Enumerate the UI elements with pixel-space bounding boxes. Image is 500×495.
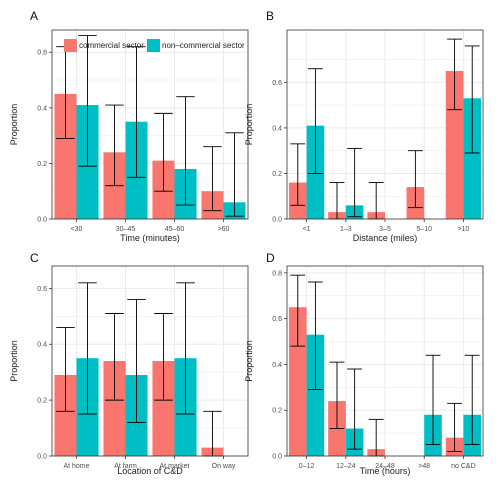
- y-tick-label: 0.0: [37, 454, 47, 461]
- x-tick-label: 5–10: [416, 226, 432, 233]
- y-tick-label: 0.4: [37, 105, 47, 112]
- x-axis-title: Time (hours): [360, 466, 411, 476]
- error-bar: [127, 46, 146, 178]
- x-tick-label: >10: [457, 226, 469, 233]
- panel-b: 0.0 0.2 0.4 0.6 <1 1–3 3–5 5–10 >10 Distance (mil…: [244, 9, 484, 243]
- error-bar: [464, 354, 480, 446]
- x-tick-label: 0–12: [299, 463, 315, 470]
- error-bar: [347, 368, 363, 450]
- x-axis-title: Location of C&D: [117, 466, 183, 476]
- y-axis-title: Proportion: [9, 104, 19, 146]
- error-bar: [154, 313, 173, 401]
- x-tick-label: At farm: [114, 463, 137, 470]
- panel-a: 0.0 0.2 0.4 0.6 <30 30–45 45–60 >60 Time (minute…: [9, 9, 249, 243]
- error-bar: [447, 38, 462, 111]
- x-tick-label: At home: [63, 463, 89, 470]
- y-tick-label: 0.2: [272, 408, 282, 415]
- error-bar: [447, 402, 462, 452]
- y-tick-label: 0.2: [37, 161, 47, 168]
- error-bar: [464, 45, 480, 154]
- bar: [445, 70, 464, 220]
- panel-d: 0.0 0.2 0.4 0.6 0.8 0–12 12–24 24–48 >48 no C&D Ti…: [244, 251, 484, 476]
- error-bar: [154, 112, 173, 192]
- x-axis-title: Time (minutes): [120, 233, 180, 243]
- y-tick-label: 0.0: [272, 217, 282, 224]
- x-tick-label: <1: [303, 226, 311, 233]
- y-tick-label: 0.6: [272, 316, 282, 323]
- y-tick-label: 0.2: [37, 398, 47, 405]
- error-bar: [127, 299, 146, 423]
- bar: [288, 307, 307, 456]
- y-tick-label: 0.6: [37, 286, 47, 293]
- x-tick-label: no C&D: [451, 463, 476, 470]
- panel-tag: D: [266, 251, 275, 265]
- y-tick-label: 0.4: [272, 125, 282, 132]
- bar: [54, 93, 77, 219]
- x-tick-label: 1–3: [340, 226, 352, 233]
- error-bar: [56, 327, 75, 412]
- y-tick-label: 0.6: [272, 80, 282, 87]
- bar: [152, 361, 175, 456]
- error-bar: [78, 282, 97, 415]
- bar: [103, 361, 126, 456]
- y-axis-title: Proportion: [9, 340, 19, 382]
- error-bar: [105, 104, 124, 187]
- x-tick-label: 12–24: [336, 463, 356, 470]
- legend-key: [64, 39, 77, 52]
- legend-key: [147, 39, 160, 52]
- legend-label: commercial sector: [79, 41, 144, 50]
- error-bar: [225, 132, 244, 217]
- panel-tag: C: [30, 251, 39, 265]
- error-bar: [290, 274, 306, 347]
- bar: [463, 98, 482, 219]
- error-bar: [329, 361, 345, 429]
- x-tick-label: At market: [160, 463, 190, 470]
- error-bar: [105, 313, 124, 401]
- error-bar: [290, 143, 306, 206]
- error-bar: [347, 147, 363, 218]
- x-tick-label: <30: [71, 226, 83, 233]
- y-tick-label: 0.6: [37, 50, 47, 57]
- x-tick-label: On way: [212, 463, 236, 470]
- x-axis-title: Distance (miles): [353, 233, 418, 243]
- y-tick-label: 0.8: [272, 270, 282, 277]
- x-tick-label: 30–45: [116, 226, 136, 233]
- error-bar: [425, 354, 441, 446]
- y-tick-label: 0.2: [272, 171, 282, 178]
- y-tick-label: 0.4: [37, 342, 47, 349]
- legend-label: non–commercial sector: [162, 41, 245, 50]
- error-bar: [308, 281, 323, 391]
- panel-tag: B: [266, 9, 274, 23]
- legend: commercial sector non–commercial sector: [64, 39, 245, 52]
- panel-border: [51, 265, 249, 457]
- bar: [306, 334, 325, 456]
- panel-border: [51, 29, 249, 220]
- y-tick-label: 0.0: [37, 217, 47, 224]
- bar: [54, 374, 77, 456]
- panel-c: 0.0 0.2 0.4 0.6 At home At farm At market On wa…: [9, 251, 249, 476]
- error-bar: [407, 150, 423, 209]
- error-bar: [203, 146, 222, 212]
- x-tick-label: 45–60: [165, 226, 185, 233]
- y-axis-title: Proportion: [244, 340, 254, 382]
- x-tick-label: 24–48: [375, 463, 395, 470]
- x-tick-label: 3–5: [379, 226, 391, 233]
- error-bar: [78, 35, 97, 167]
- y-axis-title: Proportion: [244, 104, 254, 146]
- x-tick-label: >60: [218, 226, 230, 233]
- panel-tag: A: [30, 9, 38, 23]
- y-tick-label: 0.4: [272, 362, 282, 369]
- x-tick-label: >48: [418, 463, 430, 470]
- error-bar: [176, 282, 195, 415]
- y-tick-label: 0.0: [272, 454, 282, 461]
- error-bar: [176, 96, 195, 206]
- error-bar: [308, 68, 323, 174]
